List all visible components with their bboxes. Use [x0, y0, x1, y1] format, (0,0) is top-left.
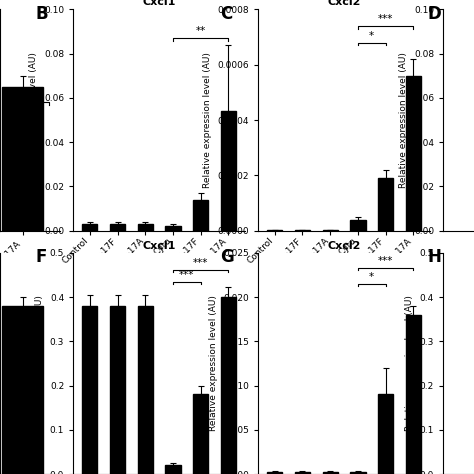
- Y-axis label: Relative expression level (AU): Relative expression level (AU): [400, 52, 409, 188]
- Bar: [193, 200, 209, 231]
- Text: **: **: [196, 27, 206, 36]
- Text: H: H: [428, 248, 441, 266]
- Text: *: *: [369, 272, 374, 282]
- Bar: [110, 224, 125, 231]
- Bar: [295, 472, 310, 474]
- Title: Cxcl1: Cxcl1: [143, 0, 176, 7]
- Text: ***: ***: [378, 256, 393, 266]
- Text: *: *: [31, 91, 36, 100]
- Bar: [137, 306, 153, 474]
- Text: ***: ***: [193, 258, 209, 268]
- Bar: [2, 87, 43, 231]
- Text: *: *: [369, 31, 374, 41]
- Bar: [221, 111, 236, 231]
- Text: C: C: [220, 5, 233, 23]
- Text: D: D: [428, 5, 441, 23]
- Title: Cxcl2: Cxcl2: [328, 0, 361, 7]
- Bar: [378, 394, 393, 474]
- Bar: [323, 472, 338, 474]
- Bar: [378, 178, 393, 231]
- Bar: [2, 306, 43, 474]
- Y-axis label: Relative expression level (AU): Relative expression level (AU): [35, 295, 44, 431]
- Text: ***: ***: [179, 270, 194, 280]
- Bar: [350, 472, 365, 474]
- Title: Cxcl1: Cxcl1: [143, 241, 176, 251]
- Bar: [165, 465, 181, 474]
- Bar: [221, 297, 236, 474]
- Bar: [137, 224, 153, 231]
- Title: Cxcl2: Cxcl2: [328, 241, 361, 251]
- Bar: [350, 219, 365, 231]
- Bar: [193, 394, 209, 474]
- Bar: [82, 224, 98, 231]
- Bar: [406, 315, 421, 474]
- Bar: [82, 306, 98, 474]
- Y-axis label: Relative expression level (AU): Relative expression level (AU): [203, 52, 212, 188]
- Bar: [267, 230, 283, 231]
- Text: B: B: [36, 5, 48, 23]
- Bar: [406, 76, 421, 231]
- Bar: [110, 306, 125, 474]
- Text: G: G: [220, 248, 234, 266]
- Y-axis label: Relative expression level (AU): Relative expression level (AU): [29, 52, 38, 188]
- Y-axis label: Relative expression level (AU): Relative expression level (AU): [209, 295, 218, 431]
- Bar: [323, 230, 338, 231]
- Bar: [267, 472, 283, 474]
- Bar: [295, 230, 310, 231]
- Text: ***: ***: [378, 14, 393, 24]
- Text: F: F: [36, 248, 47, 266]
- Bar: [165, 226, 181, 231]
- Y-axis label: Relative expression level (AU): Relative expression level (AU): [405, 295, 414, 431]
